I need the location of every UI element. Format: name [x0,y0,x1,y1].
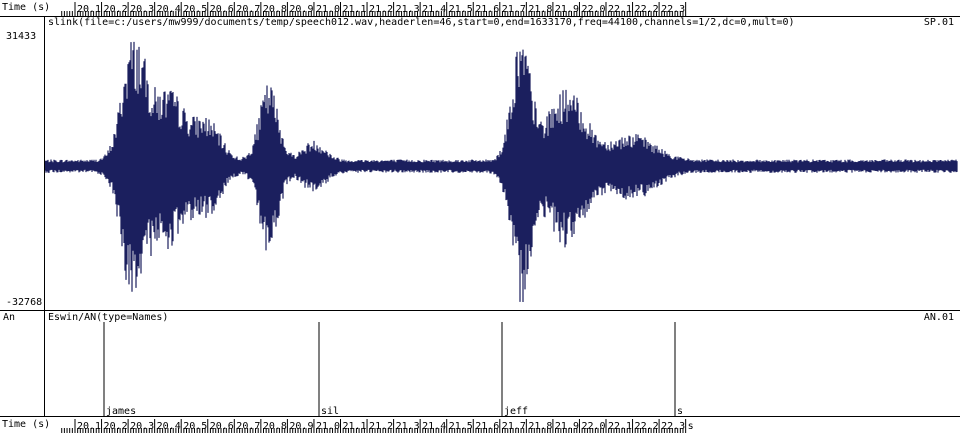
ruler-tick-label: 21.0 [316,421,340,432]
ruler-tick-label: 20.3 [130,4,154,15]
waveform-name: SP.01 [923,17,954,28]
waveform-ymax: 31433 [6,31,37,42]
annotation-mark-label: s [677,406,683,417]
ruler-tick-label: s [688,421,694,432]
axis-divider-bottom [0,416,960,417]
ruler-tick-label: 21.5 [449,421,473,432]
ruler-tick-label: 22.3 [661,4,685,15]
ruler-tick-label: 21.4 [422,4,446,15]
ruler-tick-label: 21.4 [422,421,446,432]
ruler-tick-label: 20.6 [210,421,234,432]
ruler-tick-label: 22.1 [608,4,632,15]
annotation-header: Eswin/AN(type=Names) [48,312,169,323]
waveform-signal [44,41,958,302]
ruler-tick-label: 21.6 [475,4,499,15]
ruler-tick-label: 20.7 [236,421,260,432]
ruler-tick-label: 21.8 [528,4,552,15]
ruler-tick-label: 21.8 [528,421,552,432]
ruler-tick-label: 21.1 [343,4,367,15]
ruler-tick-label: 20.1 [77,421,101,432]
annotation-mark-label: james [106,406,136,417]
time-axis-label-bottom: Time (s) [2,419,51,430]
panel-divider [0,310,960,311]
ruler-tick-label: 20.5 [183,421,207,432]
ruler-tick-label: 20.4 [157,4,181,15]
ruler-tick-label: 20.2 [104,421,128,432]
ruler-tick-label: 21.5 [449,4,473,15]
ruler-tick-label: 21.1 [343,421,367,432]
waveform-header: slink(file=c:/users/mw999/documents/temp… [48,17,795,28]
ruler-tick-label: 22.0 [581,421,605,432]
ruler-tick-label: 21.9 [555,4,579,15]
ruler-tick-label: 22.2 [635,421,659,432]
ruler-tick-label: 21.7 [502,4,526,15]
ruler-tick-label: 20.5 [183,4,207,15]
ruler-tick-label: 21.3 [396,421,420,432]
ruler-tick-label: 21.0 [316,4,340,15]
ruler-tick-label: 22.1 [608,421,632,432]
ruler-tick-label: 21.3 [396,4,420,15]
ruler-tick-label: 22.3 [661,421,685,432]
label-column-divider [44,16,45,417]
ruler-tick-label: 21.6 [475,421,499,432]
ruler-tick-label: 21.2 [369,421,393,432]
ruler-tick-label: 20.7 [236,4,260,15]
axis-divider [0,16,960,17]
ruler-tick-label: 20.2 [104,4,128,15]
annotation-mark-label: jeff [504,406,528,417]
ruler-tick-label: 20.8 [263,4,287,15]
time-axis-label: Time (s) [2,2,51,13]
ruler-tick-label: 20.9 [289,4,313,15]
ruler-tick-label: 21.9 [555,421,579,432]
ruler-tick-label: 22.2 [635,4,659,15]
annotation-row-label: An [3,312,16,323]
ruler-tick-label: 22.0 [581,4,605,15]
ruler-tick-label: 21.7 [502,421,526,432]
ruler-tick-label: 20.8 [263,421,287,432]
annotation-name: AN.01 [923,312,954,323]
ruler-tick-label: 20.3 [130,421,154,432]
ruler-tick-label: 20.1 [77,4,101,15]
ruler-tick-label: 20.4 [157,421,181,432]
waveform-ymin: -32768 [6,297,43,308]
ruler-tick-label: 20.9 [289,421,313,432]
time-ruler-top[interactable]: 20.1 20.2 20.3 20.4 20.5 20.6 20.7 20.8 20.9 21.0… [0,0,960,22]
ruler-tick-label: 20.6 [210,4,234,15]
ruler-tick-label: 21.2 [369,4,393,15]
annotation-mark-label: sil [321,406,339,417]
